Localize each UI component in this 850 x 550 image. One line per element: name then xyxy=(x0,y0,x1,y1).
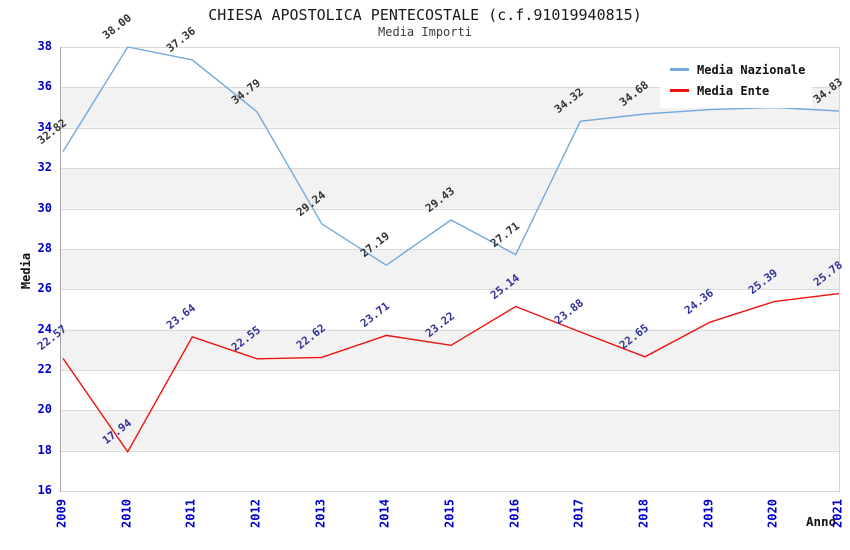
x-axis-tick-label: 2009 xyxy=(54,499,69,528)
legend-item-media-nazionale: Media Nazionale xyxy=(670,59,812,80)
y-axis-tick-label: 18 xyxy=(37,442,52,457)
y-axis-tick-label: 36 xyxy=(37,79,52,94)
x-axis-tick-label: 2010 xyxy=(119,499,134,528)
legend-label-ente: Media Ente xyxy=(697,83,770,98)
legend: Media Nazionale Media Ente xyxy=(660,52,812,108)
x-axis-tick-label: 2017 xyxy=(571,499,586,528)
y-axis-tick-label: 22 xyxy=(37,361,52,376)
x-axis-tick-label: 2014 xyxy=(377,499,392,528)
legend-label-nazionale: Media Nazionale xyxy=(697,62,806,77)
gridline xyxy=(61,87,839,89)
x-axis-tick-label: 2011 xyxy=(183,499,198,528)
x-axis-tick-label: 2013 xyxy=(313,499,328,528)
y-axis-tick-label: 28 xyxy=(37,240,52,255)
gridline xyxy=(61,329,839,331)
y-axis-tick-label: 30 xyxy=(37,200,52,215)
legend-swatch-nazionale-line-icon xyxy=(670,68,689,71)
plot-area: 32.82 38.00 37.36 34.79 29.24 27.19 29.43 27.71… xyxy=(35,11,845,492)
gridline xyxy=(61,168,839,170)
x-axis-tick-label: 2020 xyxy=(765,499,780,528)
x-axis-tick-label: 2021 xyxy=(830,499,845,528)
gridline xyxy=(61,127,839,129)
gridline xyxy=(61,369,839,371)
legend-item-media-ente: Media Ente xyxy=(670,80,812,101)
gridline xyxy=(61,248,839,250)
x-axis-tick-label: 2016 xyxy=(507,499,522,528)
x-axis-tick-label: 2019 xyxy=(701,499,716,528)
y-axis-tick-label: 38 xyxy=(37,39,52,53)
gridline xyxy=(61,491,839,492)
y-axis-tick-label: 24 xyxy=(37,321,52,336)
series-line-media-ente xyxy=(62,292,840,454)
y-axis-tick-label: 26 xyxy=(37,281,52,296)
x-axis-tick-label: 2018 xyxy=(636,499,651,528)
gridline xyxy=(61,410,839,412)
series-line-media-nazionale xyxy=(62,46,840,267)
gridline xyxy=(61,47,839,48)
y-axis-tick-label: 20 xyxy=(37,402,52,417)
gridline xyxy=(61,289,839,291)
gridline xyxy=(61,450,839,452)
legend-swatch-ente-line-icon xyxy=(670,89,689,92)
series-lines xyxy=(62,46,840,454)
chart-title: CHIESA APOSTOLICA PENTECOSTALE (c.f.9101… xyxy=(208,6,642,24)
y-axis-tick-label: 34 xyxy=(37,119,52,134)
x-axis-tick-label: 2015 xyxy=(442,499,457,528)
x-axis-label: Anno xyxy=(806,514,837,529)
y-axis-tick-label: 16 xyxy=(37,483,52,497)
x-axis-tick-label: 2012 xyxy=(248,499,263,528)
gridline xyxy=(61,208,839,210)
chart-subtitle: Media Importi xyxy=(378,25,472,39)
y-axis-tick-label: 32 xyxy=(37,160,52,175)
